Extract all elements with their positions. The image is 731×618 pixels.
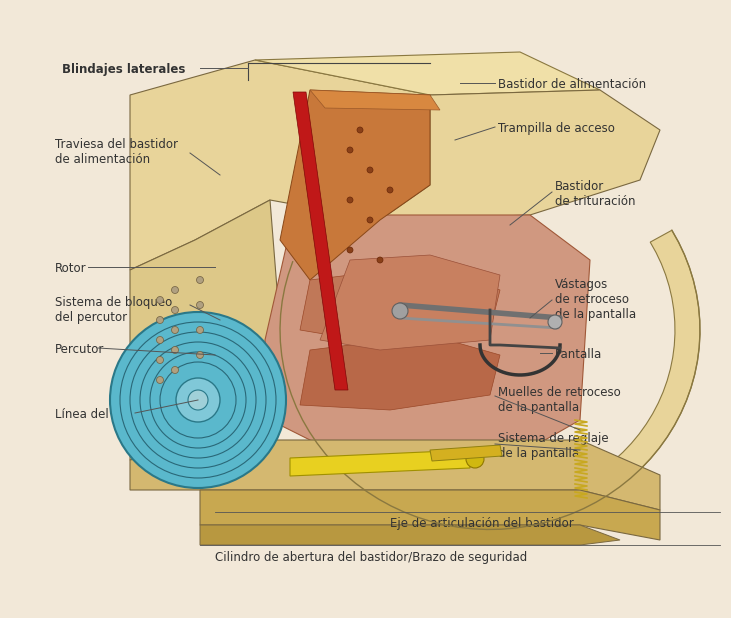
Polygon shape [430, 445, 502, 461]
Polygon shape [300, 335, 500, 410]
Circle shape [367, 167, 373, 173]
Text: Percutor: Percutor [55, 343, 105, 356]
Polygon shape [320, 255, 500, 350]
Circle shape [172, 347, 178, 353]
Polygon shape [265, 215, 590, 460]
Circle shape [172, 366, 178, 373]
Text: Línea del eje: Línea del eje [55, 408, 130, 421]
Text: Eje de articulación del bastidor: Eje de articulación del bastidor [390, 517, 574, 530]
Polygon shape [130, 60, 430, 270]
Polygon shape [200, 525, 620, 545]
Circle shape [156, 316, 164, 323]
Circle shape [357, 127, 363, 133]
Polygon shape [200, 490, 660, 540]
Circle shape [347, 197, 353, 203]
Circle shape [367, 217, 373, 223]
Text: Muelles de retroceso
de la pantalla: Muelles de retroceso de la pantalla [498, 386, 621, 414]
Text: Cilindro de abertura del bastidor/Brazo de seguridad: Cilindro de abertura del bastidor/Brazo … [215, 551, 527, 564]
Circle shape [377, 257, 383, 263]
Text: Bastidor
de trituración: Bastidor de trituración [555, 180, 635, 208]
Circle shape [188, 390, 208, 410]
Circle shape [197, 326, 203, 334]
Circle shape [197, 276, 203, 284]
Circle shape [172, 307, 178, 313]
Polygon shape [280, 231, 700, 530]
Polygon shape [130, 200, 285, 460]
Text: Rotor: Rotor [55, 262, 87, 275]
Circle shape [197, 352, 203, 358]
Circle shape [176, 378, 220, 422]
Circle shape [197, 302, 203, 308]
Circle shape [110, 312, 286, 488]
Circle shape [156, 376, 164, 384]
Text: Traviesa del bastidor
de alimentación: Traviesa del bastidor de alimentación [55, 138, 178, 166]
Circle shape [347, 247, 353, 253]
Polygon shape [380, 90, 660, 220]
Circle shape [156, 297, 164, 303]
Polygon shape [255, 52, 600, 95]
Polygon shape [293, 92, 348, 390]
Text: Sistema de reglaje
de la pantalla: Sistema de reglaje de la pantalla [498, 432, 609, 460]
Text: Pantalla: Pantalla [555, 348, 602, 361]
Circle shape [156, 357, 164, 363]
Text: Vástagos
de retroceso
de la pantalla: Vástagos de retroceso de la pantalla [555, 278, 636, 321]
Text: Sistema de bloqueo
del percutor: Sistema de bloqueo del percutor [55, 296, 173, 324]
Circle shape [548, 315, 562, 329]
Polygon shape [310, 90, 440, 110]
Polygon shape [290, 450, 470, 476]
Text: Trampilla de acceso: Trampilla de acceso [498, 122, 615, 135]
Circle shape [466, 450, 484, 468]
Text: Blindajes laterales: Blindajes laterales [62, 63, 186, 76]
Polygon shape [280, 90, 430, 280]
Circle shape [387, 187, 393, 193]
Circle shape [156, 336, 164, 344]
Polygon shape [130, 440, 660, 510]
Circle shape [347, 147, 353, 153]
Polygon shape [300, 265, 500, 345]
Circle shape [172, 326, 178, 334]
Circle shape [172, 287, 178, 294]
Circle shape [392, 303, 408, 319]
Text: Bastidor de alimentación: Bastidor de alimentación [498, 78, 646, 91]
